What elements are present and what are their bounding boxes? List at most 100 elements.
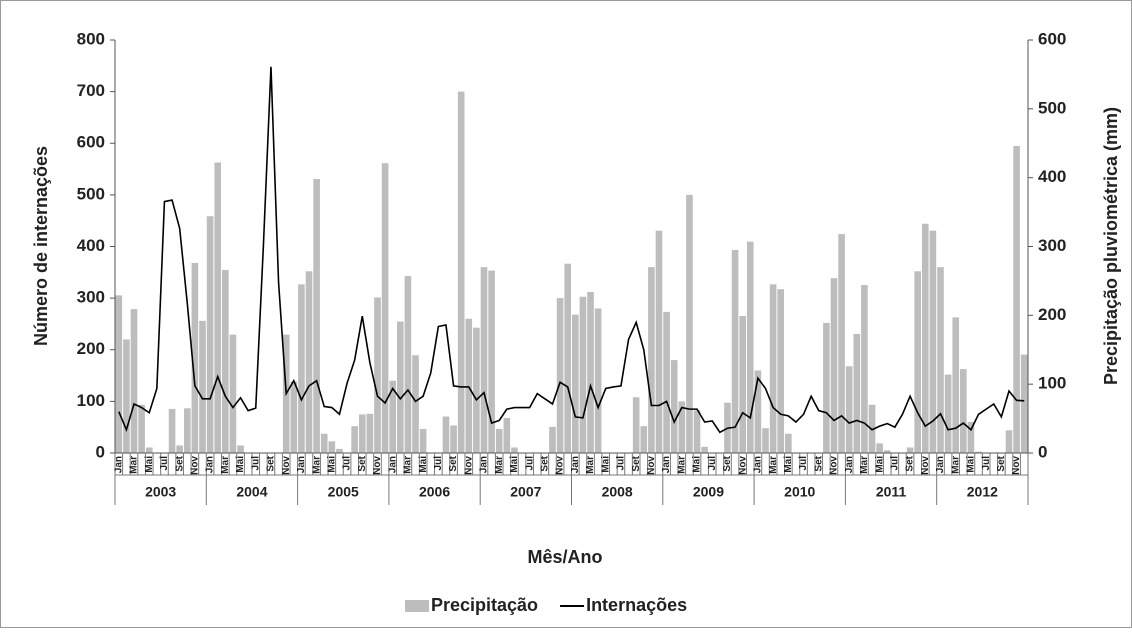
y-tick-label: 600 <box>77 133 105 152</box>
legend-swatch <box>405 600 429 612</box>
bar <box>670 360 678 453</box>
x-tick-label: Nov <box>737 456 748 475</box>
x-tick-label: Jul <box>981 456 992 471</box>
bar <box>123 339 130 453</box>
x-tick-label: Mai <box>874 456 885 473</box>
bar <box>465 318 473 453</box>
x-tick-label: Set <box>722 455 733 471</box>
y-tick-label: 0 <box>96 442 105 461</box>
x-tick-label: Nov <box>190 456 201 475</box>
x-tick-label: Mar <box>494 456 505 474</box>
bar <box>769 284 777 453</box>
bar <box>130 309 138 453</box>
bar <box>876 443 883 453</box>
x-tick-label: Mai <box>783 456 794 473</box>
group-label: 2005 <box>328 484 359 500</box>
y2-axis-label: Precipitação pluviométrica (mm) <box>1101 107 1121 385</box>
y-tick-label: 500 <box>77 184 105 203</box>
bar <box>906 447 914 453</box>
bar <box>929 230 937 453</box>
x-tick-label: Jan <box>113 456 124 473</box>
bar <box>237 445 244 453</box>
line <box>118 66 1025 434</box>
x-tick-label: Set <box>540 455 551 471</box>
x-axis-label: Mês/Ano <box>527 547 602 567</box>
bar <box>686 194 693 453</box>
bar <box>853 333 861 453</box>
x-tick-label: Mar <box>403 456 414 474</box>
bar <box>191 263 199 453</box>
x-tick-label: Set <box>905 455 916 471</box>
group-label: 2010 <box>784 484 815 500</box>
y2-tick-label: 600 <box>1038 29 1066 48</box>
x-tick-label: Mai <box>692 456 703 473</box>
x-tick-label: Jan <box>296 456 307 473</box>
x-tick-label: Nov <box>372 456 383 475</box>
x-tick-label: Mai <box>600 456 611 473</box>
x-tick-label: Mar <box>311 456 322 474</box>
bar <box>488 270 495 453</box>
bar <box>845 366 853 453</box>
bar <box>229 334 237 453</box>
legend-label: Precipitação <box>431 595 538 615</box>
bar <box>785 433 792 453</box>
x-tick-label: Nov <box>281 456 292 475</box>
x-tick-label: Jan <box>935 456 946 473</box>
x-tick-label: Nov <box>829 456 840 475</box>
bar <box>572 314 579 453</box>
bar <box>503 417 511 453</box>
bar <box>678 401 686 453</box>
bar <box>298 284 305 453</box>
bar <box>549 426 556 453</box>
x-tick-label: Set <box>631 455 642 471</box>
y-tick-label: 700 <box>77 81 105 100</box>
x-tick-label: Nov <box>646 456 657 475</box>
bar <box>206 216 214 453</box>
bar <box>214 162 222 454</box>
bar <box>663 311 670 453</box>
group-label: 2011 <box>876 484 907 500</box>
y-tick-label: 800 <box>77 29 105 48</box>
bar <box>336 448 343 453</box>
group-label: 2007 <box>510 484 541 500</box>
x-tick-label: Mar <box>768 456 779 474</box>
x-tick-label: Jan <box>479 456 490 473</box>
y-tick-label: 300 <box>77 288 105 307</box>
y2-tick-label: 200 <box>1038 305 1066 324</box>
group-label: 2008 <box>602 484 633 500</box>
group-label: 2009 <box>693 484 724 500</box>
x-tick-label: Jul <box>707 456 718 471</box>
bar <box>320 433 328 453</box>
y-tick-label: 400 <box>77 236 105 255</box>
x-tick-label: Mai <box>509 456 520 473</box>
bar <box>412 355 419 453</box>
x-tick-label: Jan <box>205 456 216 473</box>
x-tick-label: Jul <box>433 456 444 471</box>
bar <box>138 404 145 453</box>
bar <box>419 428 427 453</box>
x-tick-label: Nov <box>463 456 474 475</box>
x-tick-label: Jul <box>159 456 170 471</box>
x-tick-label: Jan <box>387 456 398 473</box>
bar <box>1020 354 1028 453</box>
bar <box>404 276 412 453</box>
bar <box>921 223 929 453</box>
bar <box>739 316 746 453</box>
x-tick-label: Set <box>813 455 824 471</box>
bar <box>450 425 457 453</box>
bar <box>366 413 374 453</box>
legend-label: Internações <box>586 595 687 615</box>
x-tick-label: Jul <box>889 456 900 471</box>
bar <box>967 422 975 453</box>
bar <box>473 327 480 453</box>
bar <box>305 271 313 453</box>
bar <box>861 285 868 453</box>
bar <box>655 230 663 453</box>
bar <box>579 296 587 453</box>
group-label: 2003 <box>145 484 176 500</box>
y-axis-label: Número de internações <box>31 146 51 346</box>
x-tick-label: Jul <box>798 456 809 471</box>
x-tick-label: Nov <box>920 456 931 475</box>
x-tick-label: Jan <box>661 456 672 473</box>
bar <box>511 447 518 453</box>
